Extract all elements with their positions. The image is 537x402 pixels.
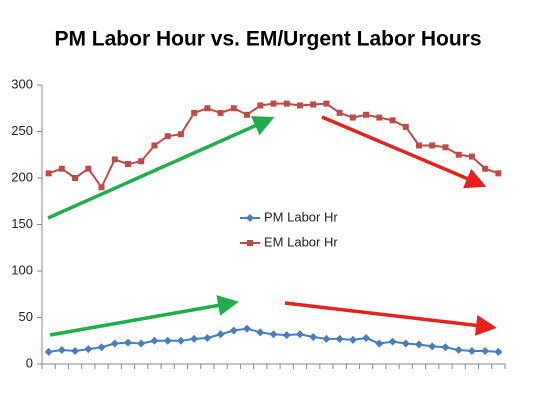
point (57, 346, 66, 355)
point (415, 340, 424, 349)
point (97, 343, 106, 352)
point (163, 336, 172, 345)
y-tick-label: 200 (11, 169, 33, 184)
point (389, 117, 396, 124)
point (296, 102, 303, 109)
point (310, 101, 317, 108)
point (164, 133, 171, 140)
point (282, 331, 291, 340)
point (467, 346, 476, 355)
point (58, 165, 65, 172)
point (244, 111, 251, 118)
point (270, 100, 277, 107)
point (376, 114, 383, 121)
y-tick-label: 50 (19, 309, 33, 324)
point (494, 347, 503, 356)
point (44, 347, 53, 356)
point (71, 346, 80, 355)
point (84, 345, 93, 354)
point (468, 153, 475, 160)
point (138, 158, 145, 165)
point (230, 105, 237, 112)
point (482, 165, 489, 172)
point (455, 151, 462, 158)
point (204, 105, 211, 112)
point (191, 109, 198, 116)
y-tick-label: 0 (26, 355, 33, 370)
point (481, 346, 490, 355)
point (295, 330, 304, 339)
point (150, 336, 159, 345)
trend-arrow (321, 115, 487, 189)
plot-area: 0 50 100 150 200 250 300 PM Labor Hr EM Labor Hr (11, 76, 506, 370)
trend-arrow (49, 295, 239, 337)
point (203, 333, 212, 342)
point (137, 339, 146, 348)
point (322, 334, 331, 343)
legend-label: PM Labor Hr (264, 209, 338, 224)
y-tick-label: 250 (11, 123, 33, 138)
point (362, 333, 371, 342)
point (176, 336, 185, 345)
point (442, 144, 449, 151)
point (85, 165, 92, 172)
point (257, 102, 264, 109)
point (388, 337, 397, 346)
point (309, 333, 318, 342)
point (177, 131, 184, 138)
point (110, 339, 119, 348)
point (428, 342, 437, 351)
legend-marker (247, 240, 253, 246)
point (98, 184, 105, 191)
point (217, 109, 224, 116)
trend-arrow (284, 301, 497, 336)
point (335, 334, 344, 343)
point (495, 170, 502, 177)
point (111, 156, 118, 163)
trend-arrow (47, 116, 275, 220)
chart-title: PM Labor Hour vs. EM/Urgent Labor Hours (54, 28, 481, 51)
point (454, 346, 463, 355)
point (348, 335, 357, 344)
point (190, 334, 199, 343)
point (124, 161, 131, 168)
y-tick-label: 150 (11, 216, 33, 231)
point (429, 142, 436, 149)
point (441, 343, 450, 352)
point (402, 123, 409, 130)
point (283, 100, 290, 107)
annotation-arrows (47, 115, 497, 337)
point (72, 175, 79, 181)
point (216, 330, 225, 339)
point (151, 142, 158, 149)
point (243, 324, 252, 333)
point (269, 330, 278, 339)
point (323, 100, 330, 107)
y-tick-label: 100 (11, 262, 33, 277)
point (401, 339, 410, 348)
point (336, 109, 343, 116)
point (45, 170, 52, 177)
point (375, 339, 384, 348)
y-tick-label: 300 (11, 76, 33, 91)
point (363, 111, 370, 118)
legend-marker (246, 214, 254, 222)
legend-label: EM Labor Hr (264, 234, 338, 249)
point (256, 328, 265, 337)
point (416, 142, 423, 149)
point (229, 326, 238, 335)
point (349, 114, 356, 121)
point (123, 338, 132, 347)
